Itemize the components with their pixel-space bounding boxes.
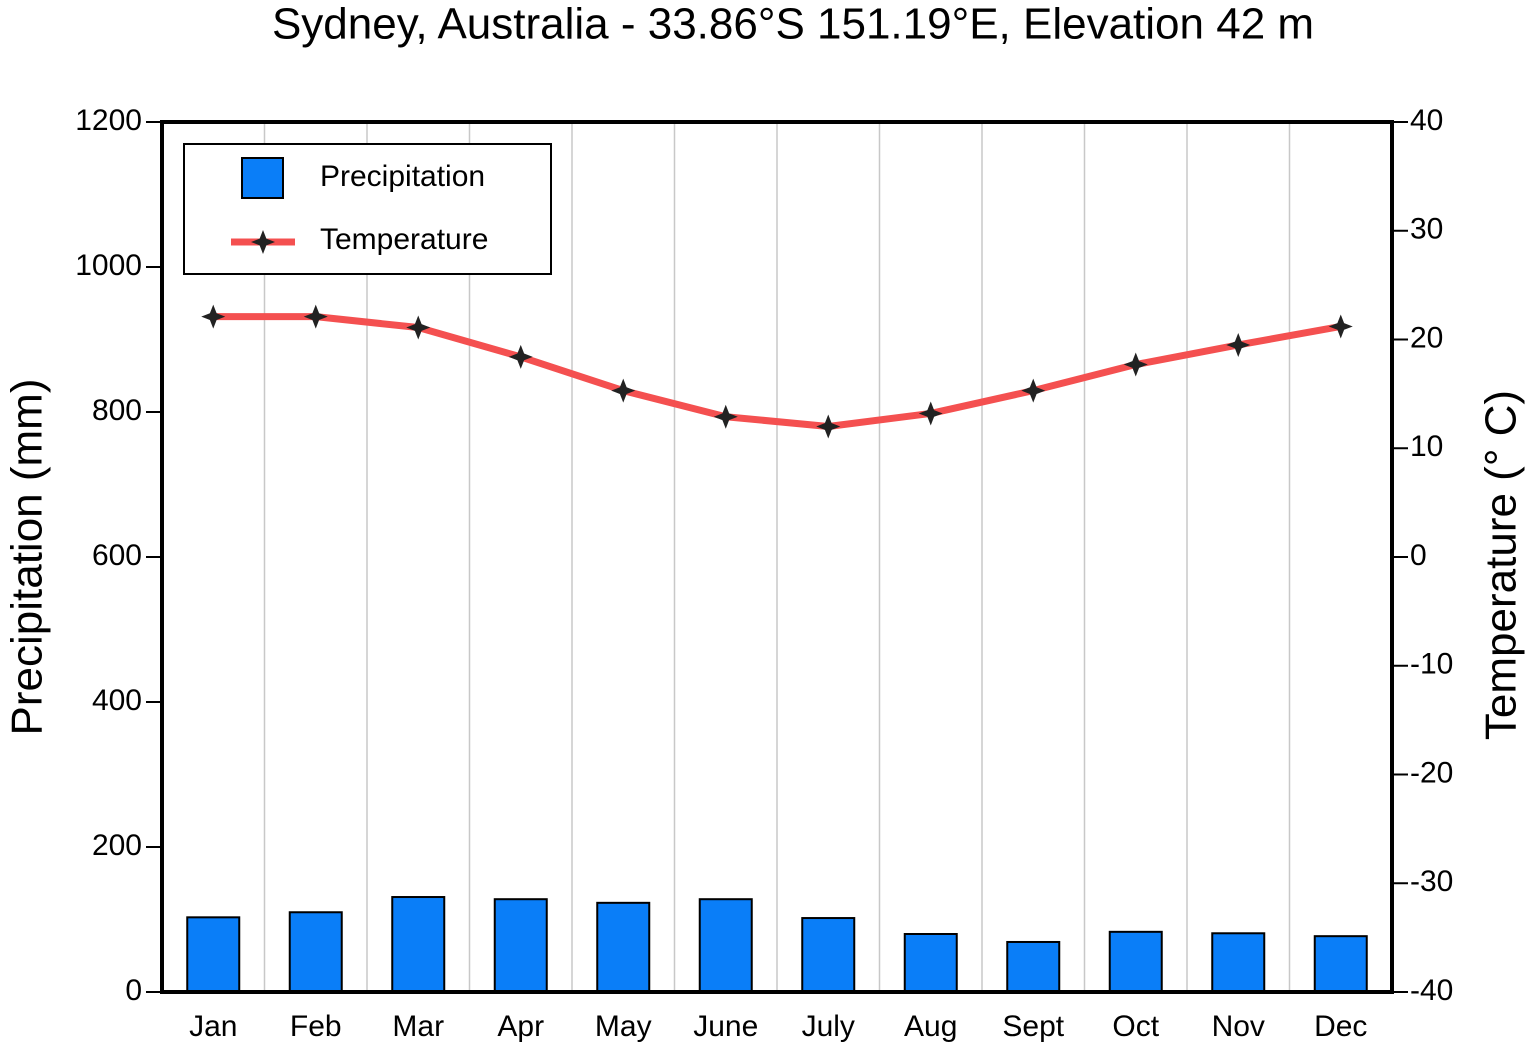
temperature-marker — [816, 414, 841, 439]
x-tick-label: Mar — [392, 1010, 444, 1043]
temperature-marker — [1123, 352, 1148, 377]
legend-label: Precipitation — [320, 160, 485, 193]
y2-tick-label: 30 — [1410, 213, 1443, 246]
y2-tick-label: 10 — [1410, 430, 1443, 463]
x-tick-label: Aug — [904, 1010, 957, 1043]
temperature-marker — [406, 315, 431, 340]
legend-swatch — [241, 157, 284, 199]
y-tick-label: 0 — [125, 974, 142, 1007]
bar — [903, 933, 958, 993]
bar — [596, 901, 651, 994]
x-tick-label: Dec — [1314, 1010, 1367, 1043]
y-tick-label: 200 — [92, 829, 142, 862]
x-tick-label: Nov — [1212, 1010, 1265, 1043]
legend-label: Temperature — [320, 223, 488, 256]
temperature-marker — [713, 404, 738, 429]
temperature-line — [213, 313, 1342, 430]
bar — [1211, 932, 1266, 994]
y2-tick-label: -40 — [1410, 974, 1453, 1007]
temperature-marker — [303, 304, 328, 329]
y2-tick-label: 20 — [1410, 321, 1443, 354]
temperature-marker — [201, 304, 226, 329]
y2-tick-label: 0 — [1410, 539, 1427, 572]
x-tick-label: Oct — [1112, 1010, 1159, 1043]
temperature-marker — [918, 401, 943, 426]
bar — [391, 896, 446, 994]
x-tick-label: Apr — [497, 1010, 544, 1043]
y-tick-label: 600 — [92, 539, 142, 572]
x-tick-label: Feb — [290, 1010, 342, 1043]
bar — [1313, 935, 1368, 993]
y2-tick-label: -20 — [1410, 756, 1453, 789]
bar — [186, 916, 241, 994]
y2-tick-label: -30 — [1410, 865, 1453, 898]
x-tick-label: May — [595, 1010, 652, 1043]
y2-axis-label: Temperature (° C) — [1477, 390, 1526, 740]
bar — [1006, 940, 1061, 993]
y-tick-label: 1200 — [75, 104, 142, 137]
x-tick-label: June — [693, 1010, 758, 1043]
temperature-marker — [1328, 314, 1353, 339]
x-tick-label: Jan — [189, 1010, 237, 1043]
plot-frame — [160, 120, 1394, 994]
x-tick-label: July — [802, 1010, 855, 1043]
y-axis-label: Precipitation (mm) — [3, 379, 52, 736]
bar — [288, 911, 343, 993]
bar — [698, 898, 753, 994]
chart-title: Sydney, Australia - 33.86°S 151.19°E, El… — [272, 0, 1314, 49]
bar — [1108, 930, 1163, 994]
temperature-marker — [611, 378, 636, 403]
bar — [801, 917, 856, 993]
temperature-marker — [1226, 332, 1251, 357]
temperature-marker — [508, 344, 533, 369]
y2-tick-label: -10 — [1410, 648, 1453, 681]
x-tick-label: Sept — [1002, 1010, 1064, 1043]
legend-marker — [251, 230, 275, 254]
y-tick-label: 400 — [92, 684, 142, 717]
y-tick-label: 1000 — [75, 249, 142, 282]
y2-tick-label: 40 — [1410, 104, 1443, 137]
bar — [493, 898, 548, 994]
y-tick-label: 800 — [92, 394, 142, 427]
temperature-marker — [1021, 378, 1046, 403]
